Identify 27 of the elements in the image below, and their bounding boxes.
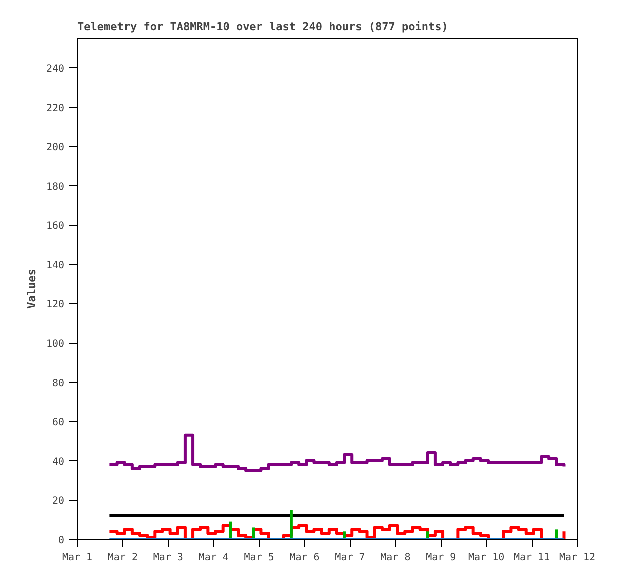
y-tick-label: 40 [52, 456, 65, 468]
x-tick-label: Mar 10 [468, 552, 505, 564]
x-tick-label: Mar 12 [559, 552, 596, 564]
y-tick-label: 240 [46, 64, 64, 75]
y-tick-label: 20 [52, 496, 65, 508]
y-tick-label: 120 [46, 300, 64, 311]
y-tick-label: 180 [46, 182, 64, 193]
y-tick-label: 160 [46, 221, 64, 232]
x-tick-label: Mar 1 [62, 552, 93, 564]
x-tick-label: Mar 6 [290, 552, 320, 564]
x-tick-label: Mar 11 [514, 552, 550, 564]
x-tick-label: Mar 3 [153, 552, 184, 564]
y-tick-label: 200 [46, 142, 64, 154]
y-tick-label: 100 [46, 339, 64, 350]
y-tick-label: 80 [52, 378, 65, 390]
x-tick-label: Mar 7 [335, 552, 366, 564]
x-tick-label: Mar 4 [198, 552, 229, 564]
y-tick-label: 140 [46, 260, 64, 272]
y-tick-label: 0 [58, 536, 65, 546]
x-tick-label: Mar 2 [108, 552, 138, 564]
x-tick-label: Mar 5 [244, 552, 274, 564]
y-axis-title: Values [25, 269, 38, 309]
x-tick-label: Mar 8 [380, 552, 411, 564]
chart-title: Telemetry for TA8MRM-10 over last 240 hours (877 points) [78, 20, 448, 34]
y-tick-label: 220 [46, 103, 64, 114]
x-tick-label: Mar 9 [426, 552, 456, 564]
y-tick-label: 60 [52, 418, 65, 429]
